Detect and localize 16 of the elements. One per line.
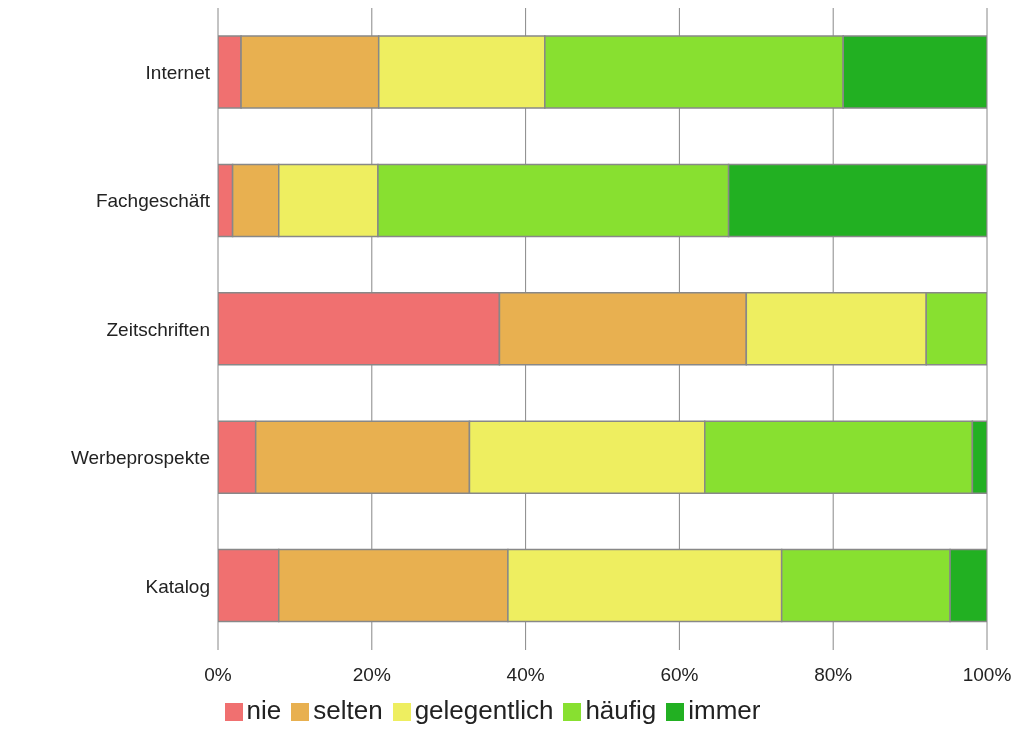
y-tick-label: Fachgeschäft: [95, 190, 211, 212]
legend-label: immer: [688, 695, 761, 725]
x-tick-label: 60%: [660, 664, 699, 686]
y-tick-label: Werbeprospekte: [70, 447, 210, 469]
y-tick-label: Internet: [145, 61, 211, 83]
legend-label: gelegentlich: [414, 695, 554, 725]
legend-label: nie: [246, 695, 282, 725]
x-tick-label: 100%: [962, 664, 1012, 686]
x-tick-label: 40%: [506, 664, 545, 686]
x-tick-label: 20%: [352, 664, 391, 686]
legend-label: selten: [313, 695, 383, 725]
y-tick-label: Zeitschriften: [106, 318, 210, 340]
x-tick-label: 0%: [204, 664, 232, 686]
x-tick-label: 80%: [814, 664, 853, 686]
y-tick-label: Katalog: [145, 575, 210, 597]
legend-label: häufig: [585, 695, 657, 725]
